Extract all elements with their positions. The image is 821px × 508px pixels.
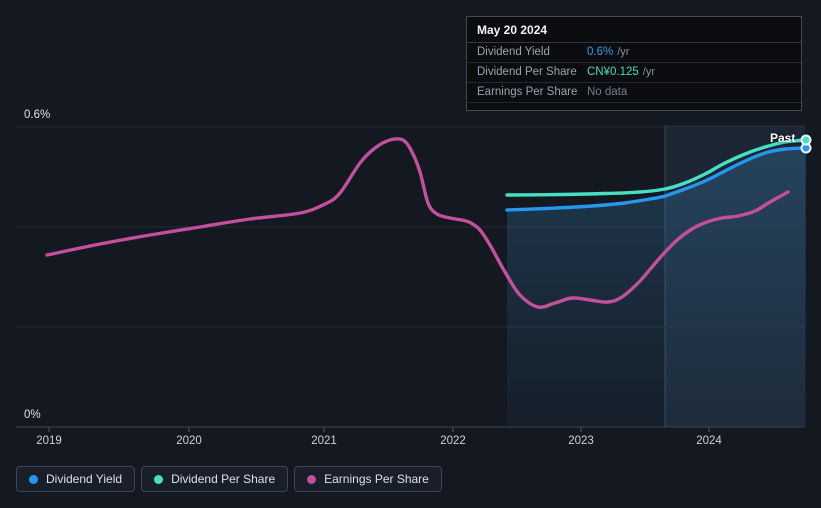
tooltip-row-dividend-per-share: Dividend Per Share CN¥0.125 /yr [467, 63, 801, 83]
earnings-per-share-dot-icon [307, 474, 317, 484]
tooltip-label: Dividend Per Share [477, 66, 577, 78]
tooltip-row-dividend-yield: Dividend Yield 0.6% /yr [467, 43, 801, 63]
legend-item-dividend-yield[interactable]: Dividend Yield [16, 466, 136, 492]
tooltip-value-suffix: /yr [642, 66, 656, 78]
tooltip-value: CN¥0.125 [587, 66, 639, 78]
dividend-yield-line [505, 146, 808, 212]
legend-label: Earnings Per Share [324, 472, 429, 486]
x-tick-label: 2019 [36, 435, 62, 447]
legend-item-dividend-per-share[interactable]: Dividend Per Share [141, 466, 289, 492]
tooltip-label: Dividend Yield [477, 46, 550, 58]
tooltip-value: No data [587, 86, 628, 98]
dividend-per-share-dot-icon [154, 474, 164, 484]
tooltip-value-suffix: /yr [617, 46, 630, 58]
earnings-per-share-line [45, 137, 790, 309]
x-tick-label: 2020 [176, 435, 202, 447]
past-period-label: Past [770, 131, 796, 145]
x-tick-label: 2023 [568, 435, 594, 447]
chart-legend: Dividend Yield Dividend Per Share Earnin… [16, 466, 442, 492]
line-end-marker [800, 134, 812, 146]
x-tick-label: 2024 [696, 435, 722, 447]
dividend-per-share-line [505, 138, 808, 197]
tooltip-row-earnings-per-share: Earnings Per Share No data [467, 83, 801, 103]
legend-label: Dividend Per Share [171, 472, 276, 486]
x-tick-label: 2021 [311, 435, 337, 447]
tooltip-date: May 20 2024 [467, 17, 801, 43]
y-axis-label-zero: 0% [24, 409, 41, 421]
dividend-yield-dot-icon [29, 474, 38, 484]
tooltip-value: 0.6% [587, 46, 614, 58]
legend-item-earnings-per-share[interactable]: Earnings Per Share [294, 466, 442, 492]
y-axis-label-max: 0.6% [24, 109, 50, 121]
chart-tooltip: May 20 2024 Dividend Yield 0.6% /yr Divi… [466, 16, 802, 111]
legend-label: Dividend Yield [46, 472, 123, 486]
tooltip-label: Earnings Per Share [477, 86, 578, 98]
x-tick-label: 2022 [440, 435, 466, 447]
